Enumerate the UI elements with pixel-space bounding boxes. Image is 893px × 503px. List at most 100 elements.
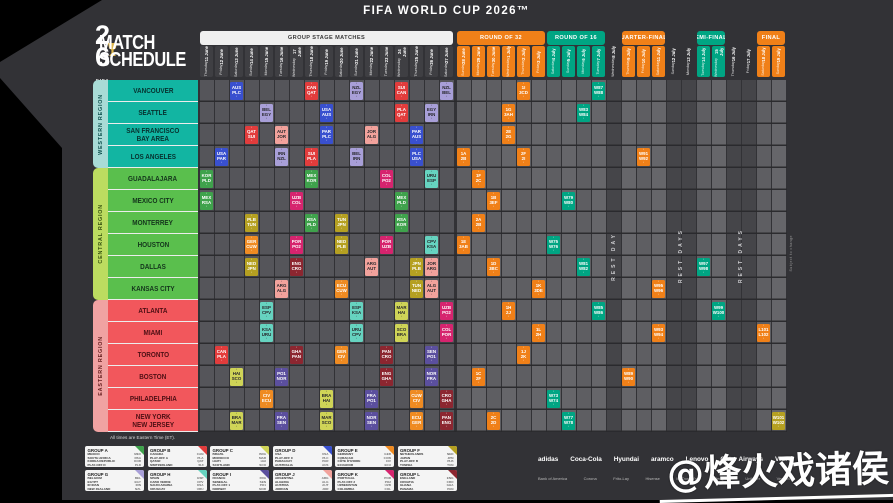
match-cell-text: • — [326, 104, 327, 108]
match-cell-text: BEL — [442, 90, 451, 95]
legend-group-e: GROUP E GERMANY GER CURAÇAO CUW CÔTE D'IVOIRE… — [335, 446, 394, 467]
match-cell-E-ECU-GER: • ECU GER • — [410, 412, 423, 430]
match-cell-text: PO2 — [442, 310, 451, 315]
match-cell-D-PLC-USA: • PLC USA • — [410, 148, 423, 166]
match-cell-text: • — [416, 412, 417, 416]
match-cell-text: AUS — [321, 112, 332, 117]
team-name: CROATIA — [400, 479, 414, 484]
team-code: SEN — [259, 479, 266, 484]
match-cell-text: • — [371, 402, 372, 406]
city-label-seattle: SEATTLE — [108, 102, 198, 124]
page-title: FIFA WORLD CUP 2026™ — [363, 5, 530, 17]
match-cell-text: • — [401, 214, 402, 218]
legend-team-row: BELGIUM BEL — [85, 476, 144, 481]
match-cell-text: ECU — [411, 415, 422, 421]
match-cell-text: • — [523, 94, 524, 98]
match-cell-text: • — [718, 314, 719, 318]
match-cell-text: • — [431, 116, 432, 120]
match-cell-text: • — [493, 270, 494, 274]
date-label: Thursday 11 June — [204, 46, 209, 77]
match-cell-text: PLC — [322, 134, 331, 139]
rest-label-0: REST DAY — [607, 80, 620, 432]
legend-group-title: GROUP C — [212, 447, 233, 453]
date-column-22-June: Monday 22 June — [365, 46, 378, 77]
legend-group-b: GROUP B CANADA CAN PLAY-OFF A PLA QATAR QAT SWI… — [147, 446, 207, 467]
match-cell-C-BRA-HAI: • BRA HAI • — [320, 390, 333, 408]
match-cell-text: • — [493, 412, 494, 416]
match-cell-text: USA — [321, 107, 332, 113]
match-cell-text: BEL — [352, 151, 361, 157]
date-column-6-July: Monday 6 July — [577, 46, 590, 77]
date-column-19-July: Sunday 19 July — [772, 46, 785, 77]
team-name: ENGLAND — [400, 476, 416, 480]
match-cell-text: NZL — [352, 85, 361, 91]
match-cell-text: CAN — [396, 90, 407, 95]
date-column-23-June: Tuesday 23 June — [380, 46, 393, 77]
team-name: NEW ZEALAND — [87, 486, 111, 491]
match-cell-text: ENG — [291, 261, 302, 267]
sponsor-logo-mengniu: Mengniu — [713, 476, 729, 481]
match-cell-R16-W73-W74: • W73 W74 • — [547, 390, 560, 408]
legend-corner — [135, 446, 144, 455]
date-column-11-July: Saturday 11 July — [652, 46, 665, 77]
date-column-28-June: Sunday 28 June — [457, 46, 470, 77]
city-name: MIAMI — [143, 327, 163, 337]
legend-team-row: CURAÇAO CUW — [335, 456, 394, 461]
match-cell-text: PAR — [412, 129, 421, 135]
match-cell-text: 3AH — [504, 112, 513, 117]
legend-group-title: GROUP I — [212, 471, 231, 477]
match-cell-text: 2K — [520, 354, 527, 359]
match-cell-text: W93 — [653, 327, 664, 333]
legend-team-row: CABO VERDE CPV — [148, 480, 207, 485]
match-cell-H-URU-CPV: • URU CPV • — [350, 324, 363, 342]
team-name: SOUTH AFRICA — [87, 455, 111, 460]
match-cell-text: • — [416, 292, 417, 296]
city-name: LOS ANGELES — [130, 151, 176, 161]
match-cell-text: • — [431, 380, 432, 384]
match-cell-C-BRA-MAR: • BRA MAR • — [230, 412, 243, 430]
match-cell-text: • — [493, 258, 494, 262]
match-cell-text: • — [416, 270, 417, 274]
match-cell-C-MAR-SCO: • MAR SCO • — [320, 412, 333, 430]
match-cell-G-NZL-EGY: • NZL EGY • — [350, 82, 363, 100]
match-cell-text: W94 — [653, 332, 664, 337]
match-cell-text: 2A — [475, 217, 482, 223]
team-name: PANAMA — [400, 486, 414, 491]
match-cell-text: PLD — [202, 178, 211, 183]
city-label-new-york-new-jersey: NEW YORK NEW JERSEY — [108, 410, 198, 432]
match-cell-text: L101 — [758, 327, 769, 333]
date-label: Monday 13 July — [686, 48, 691, 75]
legend-group-c: GROUP C BRAZIL BRA MOROCCO MAR HAITI HAI SCOTLA… — [210, 446, 269, 467]
match-cell-text: • — [463, 236, 464, 240]
match-cell-text: • — [266, 324, 267, 328]
legend-team-row: PLAY-OFF A PLA — [148, 456, 207, 461]
legend-group-i: GROUP I FRANCE FRA SENEGAL SEN PLAY-OFF 1 PO1 N… — [210, 470, 269, 491]
team-name: PORTUGAL — [337, 476, 355, 480]
date-label: Friday 26 June — [429, 48, 434, 75]
match-cell-text: W90 — [623, 376, 634, 381]
match-cell-R32-1B-3EF: • 1B 3EF • — [487, 192, 500, 210]
grid-column-19-July — [771, 80, 786, 432]
match-cell-text: RSA — [306, 217, 317, 223]
date-column-27-June: Saturday 27 June — [440, 46, 453, 77]
team-name: AUSTRALIA — [275, 462, 293, 467]
match-cell-H-ESP-KSA: • ESP KSA • — [350, 302, 363, 320]
legend-team-row: JORDAN JOR — [273, 487, 332, 491]
match-cell-text: SUI — [397, 85, 406, 91]
match-cell-text: • — [446, 336, 447, 340]
match-cell-I-NOR-FRA: • NOR FRA • — [425, 368, 438, 386]
date-column-16-June: Tuesday 16 June — [275, 46, 288, 77]
match-cell-text: TUN — [336, 217, 347, 223]
legend-team-row: CÔTE D'IVOIRE CIV — [335, 460, 394, 464]
match-cell-text: • — [386, 170, 387, 174]
match-cell-R32-1C-2F: • 1C 2F • — [472, 368, 485, 386]
team-code: ENG — [446, 476, 454, 480]
match-cell-text: HAI — [232, 371, 241, 377]
match-cell-text: • — [251, 226, 252, 230]
grid-column-11-July — [651, 80, 666, 432]
match-cell-text: • — [778, 412, 779, 416]
match-cell-text: W98 — [698, 266, 709, 271]
match-cell-text: AUS — [411, 134, 422, 139]
team-name: ALGERIA — [275, 479, 289, 484]
legend-corner — [447, 446, 457, 455]
